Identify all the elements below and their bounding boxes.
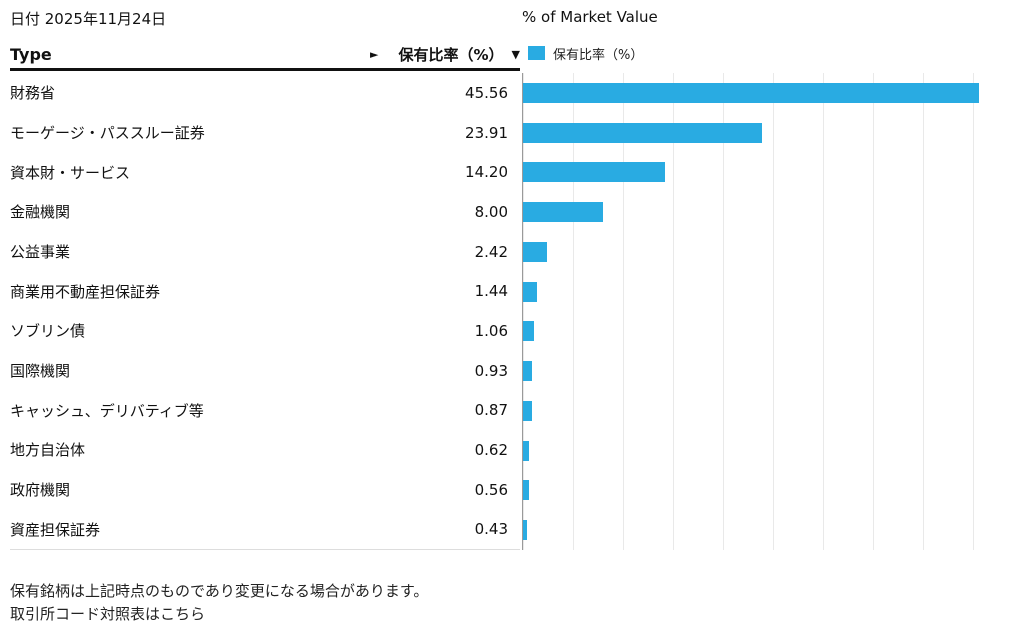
bar[interactable] — [523, 361, 533, 382]
chart-legend: 保有比率（%） — [528, 45, 644, 63]
row-label: モーゲージ・パススルー証券 — [10, 124, 205, 142]
bar[interactable] — [523, 440, 530, 461]
bar-slot — [523, 471, 1023, 511]
row-value: 8.00 — [474, 202, 508, 221]
bar-slot — [523, 391, 1023, 431]
table-row: 資産担保証券 0.43 — [10, 509, 520, 549]
bar[interactable] — [523, 400, 532, 421]
row-label: 商業用不動産担保証券 — [10, 282, 161, 301]
table-row: 政府機関 0.56 — [10, 470, 520, 510]
table-row: 金融機関 8.00 — [10, 192, 520, 232]
row-label: キャッシュ、デリバティブ等 — [10, 401, 204, 420]
row-label: 財務省 — [10, 84, 56, 103]
bar-slot — [523, 113, 1023, 153]
footer-notes: 保有銘柄は上記時点のものであり変更になる場合があります。 取引所コード対照表はこ… — [10, 580, 428, 626]
table-row: ソブリン債 1.06 — [10, 311, 520, 351]
row-value: 0.62 — [474, 440, 508, 459]
table-row: 財務省 45.56 — [10, 73, 520, 113]
bar-slot — [523, 510, 1023, 550]
row-label: 資本財・サービス — [10, 163, 131, 182]
row-value: 1.06 — [474, 321, 508, 340]
bar[interactable] — [523, 241, 548, 262]
bar-slot — [523, 351, 1023, 391]
row-label: 国際機関 — [10, 362, 71, 381]
row-label: 金融機関 — [10, 203, 71, 222]
exchange-code-table-link[interactable]: 取引所コード対照表はこちら — [10, 605, 206, 623]
row-value: 0.87 — [474, 401, 508, 420]
row-value: 14.20 — [465, 163, 508, 182]
chart-title: % of Market Value — [522, 8, 658, 26]
row-value: 45.56 — [465, 83, 508, 102]
table-row: 資本財・サービス 14.20 — [10, 152, 520, 192]
bar[interactable] — [523, 321, 534, 342]
row-label: 公益事業 — [10, 243, 71, 262]
bar-slot — [523, 232, 1023, 272]
bar-slot — [523, 73, 1023, 113]
table-row: 商業用不動産担保証券 1.44 — [10, 271, 520, 311]
bar-slot — [523, 272, 1023, 312]
bar-slot — [523, 312, 1023, 352]
row-value: 2.42 — [474, 242, 508, 261]
legend-label: 保有比率（%） — [553, 47, 644, 63]
row-label: 資産担保証券 — [10, 520, 101, 539]
bar[interactable] — [523, 162, 665, 183]
table-row: 地方自治体 0.62 — [10, 430, 520, 470]
expand-column-icon[interactable]: ► — [370, 47, 379, 61]
bar-slot — [523, 153, 1023, 193]
column-header-weight[interactable]: 保有比率（%） — [398, 45, 504, 64]
bar[interactable] — [523, 122, 763, 143]
row-value: 23.91 — [465, 123, 508, 142]
row-label: 政府機関 — [10, 481, 71, 500]
row-value: 1.44 — [474, 282, 508, 301]
table-header: Type ► 保有比率（%） ▼ — [10, 40, 520, 71]
bar[interactable] — [523, 480, 529, 501]
table-row: キャッシュ、デリバティブ等 0.87 — [10, 390, 520, 430]
bar[interactable] — [523, 281, 538, 302]
row-label: ソブリン債 — [10, 322, 86, 341]
row-value: 0.93 — [474, 361, 508, 380]
bar-slot — [523, 192, 1023, 232]
bar[interactable] — [523, 82, 979, 103]
bar[interactable] — [523, 520, 528, 541]
row-value: 0.43 — [474, 520, 508, 539]
sort-descending-icon[interactable]: ▼ — [511, 47, 520, 61]
bar-slot — [523, 431, 1023, 471]
table-row: 国際機関 0.93 — [10, 351, 520, 391]
column-header-type: Type — [10, 44, 52, 64]
disclaimer-text: 保有銘柄は上記時点のものであり変更になる場合があります。 — [10, 582, 429, 600]
bar[interactable] — [523, 202, 603, 223]
holdings-bar-chart — [522, 73, 1023, 550]
holdings-table: 財務省 45.56 モーゲージ・パススルー証券 23.91 資本財・サービス 1… — [10, 73, 520, 550]
legend-swatch-icon — [528, 46, 545, 60]
table-row: モーゲージ・パススルー証券 23.91 — [10, 113, 520, 153]
table-row: 公益事業 2.42 — [10, 232, 520, 272]
row-value: 0.56 — [474, 480, 508, 499]
as-of-date: 日付 2025年11月24日 — [10, 10, 167, 28]
row-label: 地方自治体 — [10, 441, 86, 460]
